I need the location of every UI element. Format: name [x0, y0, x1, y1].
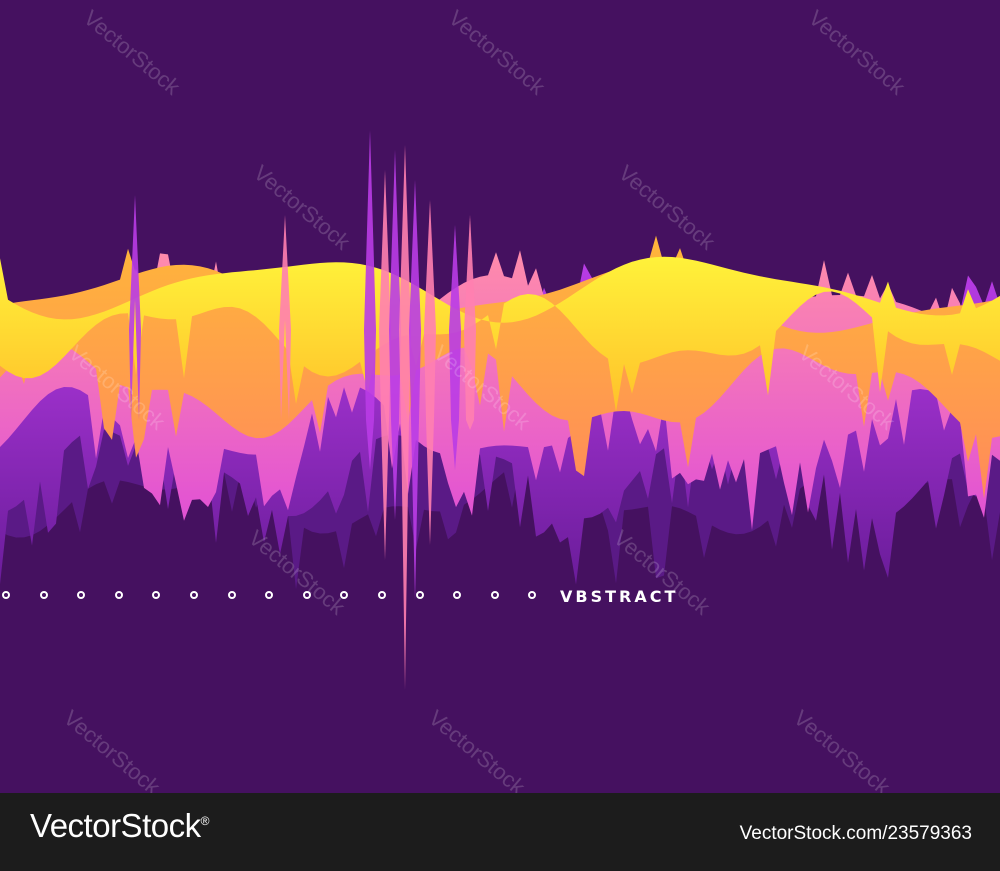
wave-spike	[129, 195, 141, 420]
decorative-dot	[415, 591, 424, 599]
dot-row	[0, 588, 560, 608]
wave-spike	[279, 215, 291, 420]
decorative-dot	[378, 591, 386, 599]
decorative-dot	[340, 591, 349, 599]
artwork-canvas: VectorStock VectorStock VectorStock VectorS…	[0, 5, 1000, 793]
wave-layer-yellow	[0, 256, 1000, 412]
image-url: VectorStock.com/23579363	[739, 823, 972, 844]
decorative-dot	[490, 591, 499, 599]
decorative-dot	[265, 591, 274, 599]
wave-spike	[389, 150, 401, 520]
wave-spike	[424, 200, 436, 545]
decorative-dot	[77, 591, 86, 599]
vectorstock-logo: VectorStock®	[30, 807, 209, 845]
decorative-dot	[39, 591, 48, 599]
decorative-dot	[2, 591, 10, 599]
decorative-dot	[453, 591, 462, 599]
logo-text: VectorStock	[30, 807, 201, 844]
wave-spike	[399, 145, 411, 690]
abstract-title: VBSTRACT	[560, 587, 679, 606]
wave-spike	[464, 215, 476, 430]
wave-spike	[409, 180, 421, 600]
decorative-dot	[302, 591, 311, 599]
decorative-dot	[227, 591, 236, 599]
footer-bar: VectorStock® VectorStock.com/23579363	[0, 793, 1000, 871]
wave-spike	[449, 225, 461, 470]
decorative-dot	[190, 591, 198, 599]
registered-mark: ®	[200, 814, 210, 828]
decorative-dot	[114, 591, 123, 599]
abstract-sound-wave	[0, 130, 1000, 690]
decorative-dot	[152, 591, 161, 599]
decorative-dot	[528, 591, 537, 599]
wave-spike	[364, 130, 376, 470]
wave-spike	[379, 170, 391, 560]
